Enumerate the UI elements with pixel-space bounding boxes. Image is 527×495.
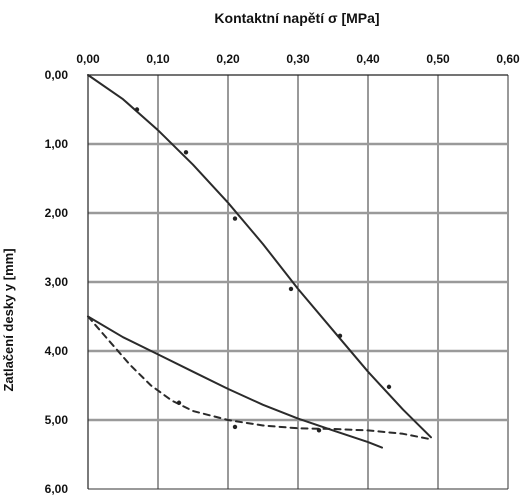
series-line-3 [87,315,432,441]
chart-title: Kontaktní napětí σ [MPa] [214,10,379,26]
y-tick-label: 3,00 [45,275,69,289]
x-tick-label: 0,40 [356,52,380,66]
data-marker [337,333,343,339]
data-marker [288,286,294,292]
y-tick-label: 6,00 [45,482,69,495]
y-axis-ticks: 0,00 1,00 2,00 3,00 4,00 5,00 6,00 [45,68,69,495]
data-marker [386,384,392,390]
y-tick-label: 2,00 [45,206,69,220]
x-tick-label: 0,00 [76,52,100,66]
x-tick-label: 0,20 [216,52,240,66]
y-tick-label: 0,00 [45,68,69,82]
series-line-2 [87,315,383,449]
data-marker [176,400,182,405]
x-tick-label: 0,50 [426,52,450,66]
data-marker [183,150,189,155]
grid [87,74,509,490]
x-tick-label: 0,30 [286,52,310,66]
series-layer [87,74,432,449]
y-tick-label: 1,00 [45,137,69,151]
x-tick-label: 0,60 [496,52,520,66]
data-marker [134,107,140,112]
y-tick-label: 4,00 [45,344,69,358]
data-marker [232,424,238,430]
series-line-1 [87,74,432,439]
data-marker [316,428,322,433]
y-axis-label: Zatlačení desky y [mm] [1,248,16,391]
y-tick-label: 5,00 [45,413,69,427]
markers-layer [134,107,392,433]
x-tick-label: 0,10 [146,52,170,66]
data-marker [232,216,238,221]
x-axis-ticks: 0,00 0,10 0,20 0,30 0,40 0,50 0,60 [76,52,520,66]
